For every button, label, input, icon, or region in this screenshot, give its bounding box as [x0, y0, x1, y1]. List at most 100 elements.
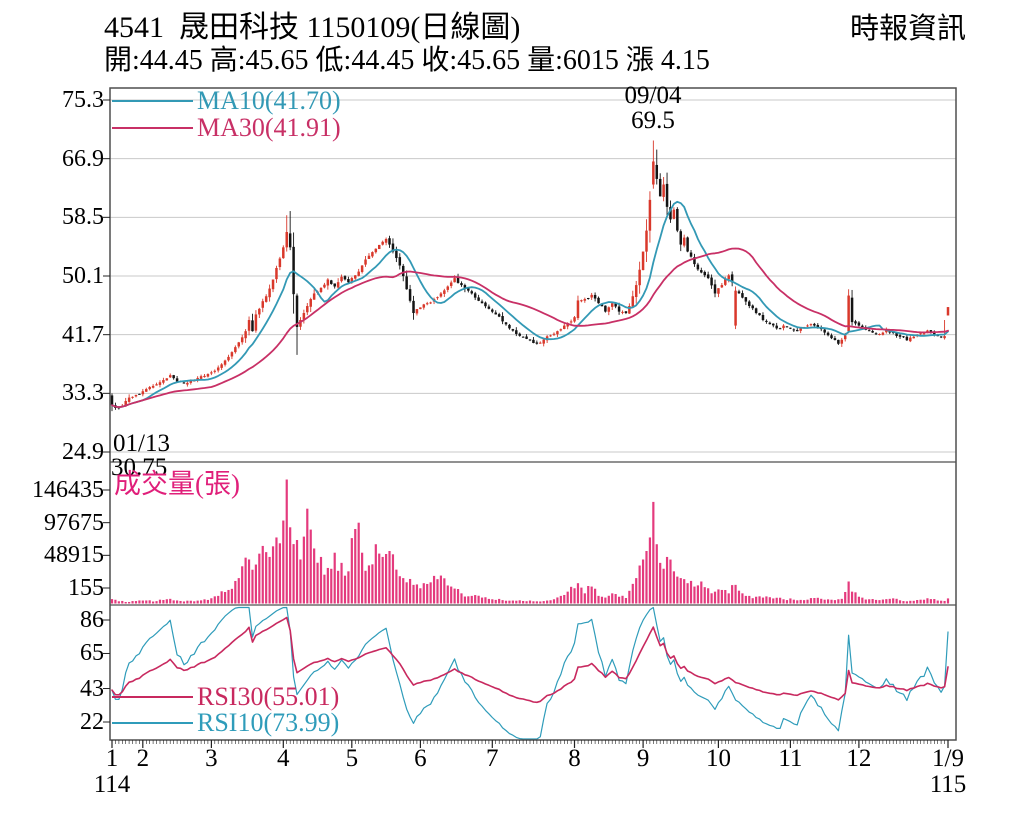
- volume-bar: [542, 601, 545, 604]
- volume-bar: [511, 600, 514, 604]
- candle-body: [261, 301, 265, 308]
- rsi10-legend-label: RSI10(73.99): [197, 708, 340, 737]
- volume-bar: [655, 544, 658, 604]
- candle-body: [583, 299, 587, 301]
- volume-bar: [295, 540, 299, 604]
- candle-body: [658, 178, 662, 197]
- volume-bar: [282, 520, 285, 604]
- candle-body: [148, 387, 151, 390]
- candle-body: [809, 324, 813, 326]
- volume-bar: [720, 589, 723, 604]
- candle-body: [895, 332, 898, 336]
- ma30-legend-row: MA30(41.91): [112, 114, 341, 141]
- volume-bar: [607, 595, 610, 604]
- volume-bar: [518, 600, 521, 604]
- candle-body: [306, 306, 309, 313]
- candle-body: [604, 305, 607, 312]
- volume-bar: [285, 479, 288, 604]
- candle-body: [772, 323, 775, 326]
- volume-bar: [713, 591, 717, 604]
- volume-bar: [885, 599, 888, 604]
- candle-body: [134, 394, 138, 397]
- candle-body: [470, 291, 474, 294]
- volume-tick-label: 48915: [44, 542, 104, 569]
- candle-body: [473, 293, 477, 298]
- year-label-left: 114: [93, 771, 131, 798]
- candle-body: [765, 320, 768, 322]
- candle-body: [127, 397, 131, 402]
- rsi10-legend-row: RSI10(73.99): [112, 710, 339, 736]
- candle-body: [350, 278, 354, 282]
- volume-bar: [498, 598, 501, 604]
- rsi-tick-label: 22: [80, 709, 104, 735]
- volume-bar: [343, 575, 347, 604]
- volume-bar: [203, 599, 206, 604]
- volume-bar: [371, 564, 374, 604]
- volume-bar: [306, 508, 309, 604]
- rsi30-line: [111, 616, 949, 704]
- volume-bar: [443, 578, 446, 604]
- volume-bar: [662, 568, 665, 604]
- volume-bar: [707, 588, 710, 604]
- candle-body: [922, 333, 926, 335]
- volume-bar: [703, 587, 706, 604]
- candle-body: [227, 356, 230, 361]
- candle-body: [590, 294, 593, 298]
- volume-bar: [265, 552, 268, 604]
- volume-bar: [463, 596, 467, 604]
- volume-bar: [614, 594, 617, 604]
- volume-bar: [892, 598, 895, 604]
- volume-bar: [289, 527, 292, 604]
- volume-bar: [275, 537, 278, 604]
- rsi-tick-label: 43: [80, 675, 104, 702]
- volume-bar: [432, 575, 436, 604]
- volume-bar: [467, 596, 470, 604]
- candle-body: [299, 320, 302, 327]
- volume-bar: [683, 579, 686, 604]
- volume-bar: [919, 599, 922, 604]
- volume-bar: [196, 600, 199, 604]
- candle-body: [521, 336, 525, 338]
- volume-bar: [141, 600, 144, 604]
- volume-bar: [206, 599, 210, 604]
- volume-bar: [309, 529, 312, 604]
- candle-body: [189, 380, 193, 383]
- candle-body: [933, 331, 936, 335]
- volume-bar: [330, 568, 333, 604]
- candle-body: [340, 276, 343, 282]
- candle-body: [539, 342, 542, 344]
- volume-bar: [686, 583, 689, 604]
- price-tick-label: 50.1: [62, 263, 104, 289]
- volume-bar: [398, 576, 401, 604]
- low-annotation-date: 01/13: [113, 430, 170, 457]
- candle-body: [614, 303, 617, 307]
- volume-bar: [936, 600, 939, 604]
- volume-bar: [768, 597, 771, 604]
- volume-bar: [929, 599, 932, 604]
- candle-body: [436, 297, 439, 299]
- volume-bar: [573, 588, 576, 604]
- candle-body: [288, 233, 292, 248]
- candle-body: [799, 328, 802, 331]
- volume-bar: [847, 581, 850, 604]
- candle-body: [826, 332, 830, 336]
- candle-body: [871, 330, 874, 333]
- candle-body: [542, 339, 545, 344]
- rsi-tick-label: 65: [80, 640, 104, 667]
- candle-body: [251, 320, 254, 332]
- volume-bar: [823, 599, 826, 604]
- volume-bar: [611, 593, 614, 604]
- candle-body: [401, 265, 405, 277]
- volume-bar: [114, 599, 117, 604]
- price-tick-label: 41.7: [62, 321, 104, 348]
- volume-bar: [850, 591, 854, 604]
- volume-bar: [319, 556, 323, 604]
- candle-body: [377, 244, 381, 250]
- candle-body: [857, 322, 861, 326]
- volume-bar: [374, 544, 377, 604]
- volume-bar: [926, 598, 929, 604]
- candle-body: [449, 282, 453, 286]
- candle-body: [110, 395, 114, 406]
- candle-body: [155, 384, 158, 386]
- volume-bar: [487, 598, 490, 604]
